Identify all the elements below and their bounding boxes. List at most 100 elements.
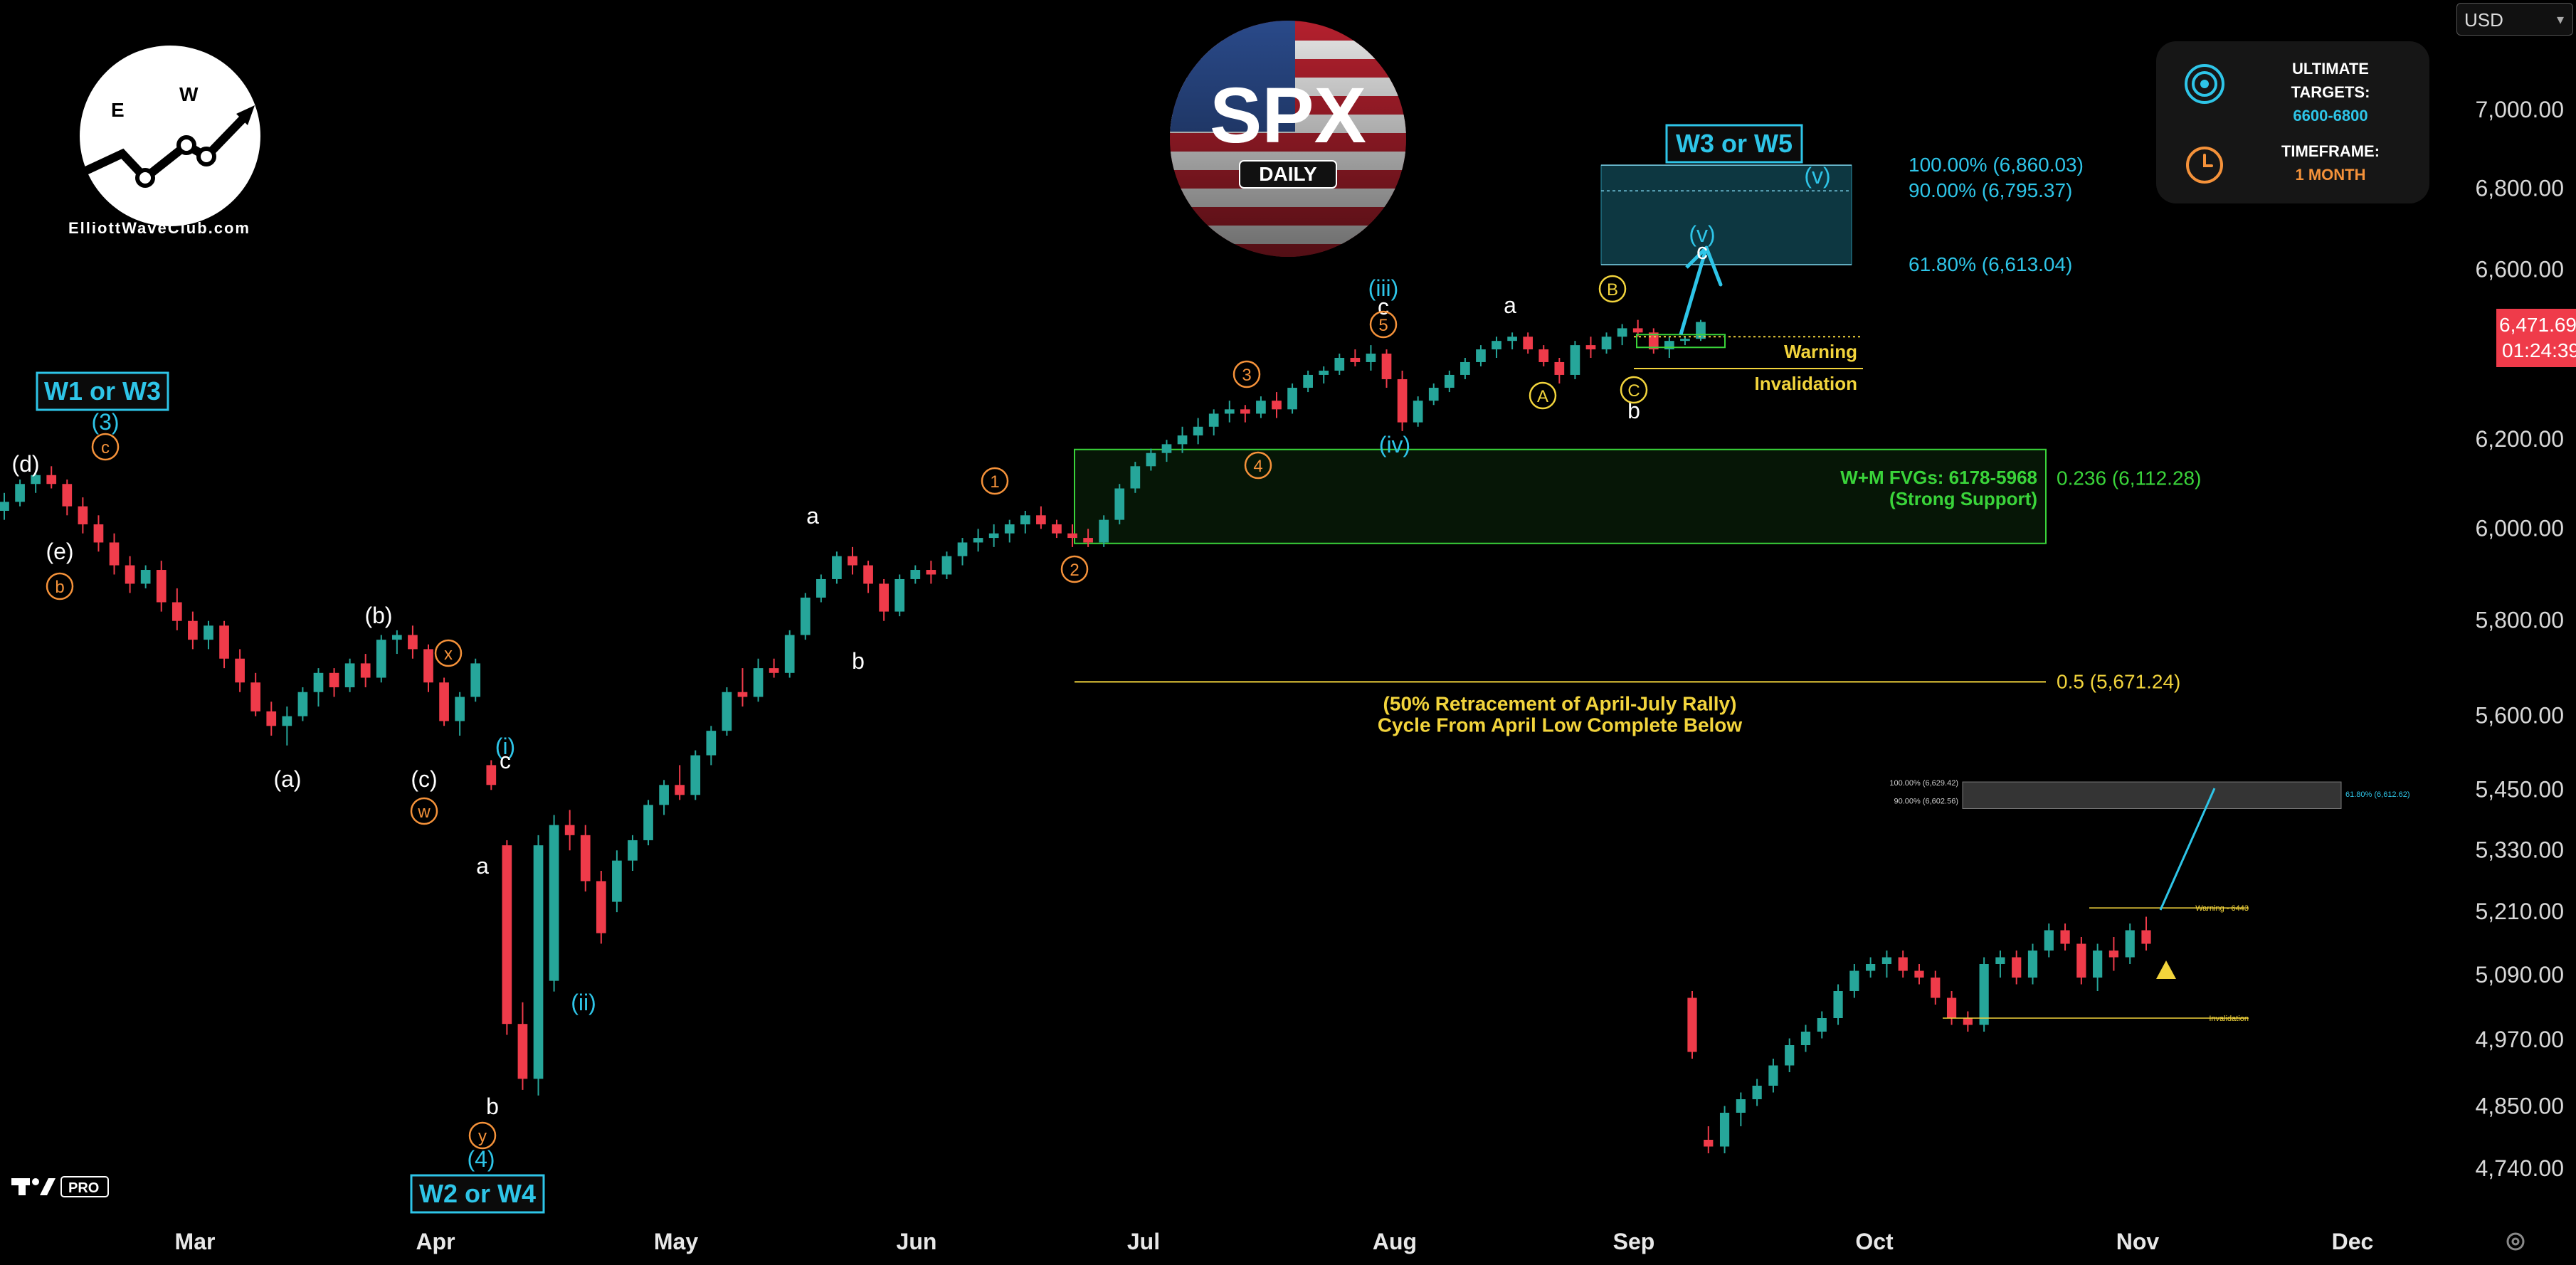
svg-text:PRO: PRO — [68, 1180, 99, 1196]
wave-circle-marker — [1060, 555, 1089, 583]
x-tick-label: May — [654, 1229, 698, 1254]
wave-label: (iii) — [1368, 275, 1399, 301]
candle-body — [800, 597, 811, 635]
retracement-note: (50% Retracement of April-July Rally) — [1383, 693, 1737, 715]
candle-body — [1648, 332, 1659, 350]
currency-value: USD — [2464, 9, 2503, 31]
candle-body — [46, 475, 57, 485]
fib-level-label: 0.236 (6,112.28) — [2057, 467, 2201, 489]
candle-body — [1507, 337, 1517, 342]
candle-body — [219, 625, 229, 659]
candle-body — [1632, 328, 1643, 333]
svg-text:W: W — [179, 83, 199, 105]
y-tick-label: 4,850.00 — [2475, 1093, 2564, 1118]
wave-circle-label: b — [55, 578, 64, 597]
spx-badge: SPX DAILY — [1170, 21, 1406, 257]
inset-candle-body — [2125, 930, 2135, 958]
fib-level-label: 90.00% (6,795.37) — [1909, 179, 2072, 201]
candle-body — [156, 570, 167, 603]
candle-body — [1208, 413, 1219, 427]
warning-label: Warning — [1784, 341, 1857, 362]
wave-circle-label: c — [101, 438, 110, 457]
candle-body — [1334, 357, 1345, 371]
svg-text:E: E — [111, 99, 125, 121]
clock-icon — [2186, 147, 2223, 184]
candle-body — [769, 668, 779, 673]
candle-body — [1020, 515, 1030, 524]
candle-body — [1161, 444, 1172, 453]
y-tick-label: 5,090.00 — [2475, 962, 2564, 988]
wave-circle-marker — [46, 572, 74, 600]
candle-body — [1350, 357, 1361, 362]
wave-label: (3) — [91, 409, 119, 435]
inset-candle-body — [1785, 1045, 1795, 1066]
candle-body — [455, 697, 465, 721]
candle-body — [549, 825, 559, 981]
candle-body — [957, 542, 968, 556]
candle-body — [1052, 524, 1062, 534]
fvg-zone-sublabel: (Strong Support) — [1889, 488, 2037, 509]
candle-body — [282, 716, 292, 726]
wave-label: (d) — [11, 451, 39, 477]
candle-body — [1319, 370, 1329, 375]
wave-circle-label: C — [1627, 381, 1640, 401]
inset-candle-body — [1898, 957, 1908, 971]
wave-label: a — [476, 853, 489, 879]
candle-body — [1036, 515, 1046, 524]
candle-body — [1492, 341, 1501, 350]
candle-body — [1476, 349, 1486, 362]
wave-circle-marker — [434, 639, 463, 667]
x-tick-label: Aug — [1373, 1229, 1417, 1254]
candle-body — [612, 860, 622, 902]
inset-candle-body — [1768, 1065, 1778, 1086]
candle-body — [204, 625, 213, 640]
currency-select[interactable]: USD ▾ — [2456, 3, 2573, 36]
candle-body — [784, 635, 795, 673]
targets-value: 6600-6800 — [2293, 107, 2368, 125]
candle-body — [109, 542, 120, 566]
targets-text: ULTIMATE TARGETS: 6600-6800 — [2249, 57, 2412, 127]
candle-body — [1067, 533, 1077, 539]
candle-body — [1193, 426, 1203, 436]
candle-body — [1303, 374, 1313, 388]
candle-body — [329, 672, 339, 687]
wave-box-w2w4-label: W2 or W4 — [419, 1179, 536, 1208]
inset-candle-body — [1752, 1086, 1762, 1099]
wave-label: c — [1378, 294, 1389, 319]
candle-body — [502, 845, 512, 1025]
candle-body — [439, 682, 449, 721]
candle-body — [344, 663, 355, 687]
targets-row: ULTIMATE TARGETS: 6600-6800 — [2156, 47, 2429, 125]
candle-body — [392, 635, 402, 640]
wave-circle-label: x — [444, 645, 453, 664]
wave-box-w1w3-label: W1 or W3 — [44, 376, 161, 406]
candle-body — [423, 649, 433, 683]
candle-body — [1240, 409, 1250, 414]
candle-body — [580, 835, 591, 882]
candle-body — [1256, 401, 1266, 414]
y-tick-label: 7,000.00 — [2475, 97, 2564, 122]
svg-text:C: C — [253, 70, 260, 92]
timeframe-text: TIMEFRAME: 1 MONTH — [2249, 139, 2412, 186]
fvg-zone-label: W+M FVGs: 6178-5968 — [1840, 467, 2037, 488]
candle-body — [643, 805, 653, 840]
wave-label: b — [852, 648, 865, 674]
inset-candle-body — [2027, 951, 2038, 978]
wave-circle-label: 4 — [1253, 457, 1262, 476]
y-tick-label: 6,600.00 — [2475, 257, 2564, 282]
brand-caption: ElliottWaveClub.com — [68, 219, 250, 237]
wave-label: b — [486, 1094, 499, 1119]
inset-warning-label: Warning - 6443 — [2195, 904, 2249, 913]
candle-body — [816, 578, 826, 598]
fvg-support-zone — [1074, 448, 2047, 544]
inset-candle-body — [1736, 1099, 1746, 1113]
candle-body — [973, 538, 983, 543]
timeframe-value: 1 MONTH — [2295, 166, 2366, 184]
candle-body — [15, 484, 25, 502]
settings-gear-icon[interactable] — [2503, 1229, 2528, 1254]
x-tick-label: Oct — [1855, 1229, 1894, 1254]
candle-body — [863, 565, 873, 584]
badge-title: SPX — [1210, 72, 1366, 159]
target-icon — [2185, 64, 2224, 104]
